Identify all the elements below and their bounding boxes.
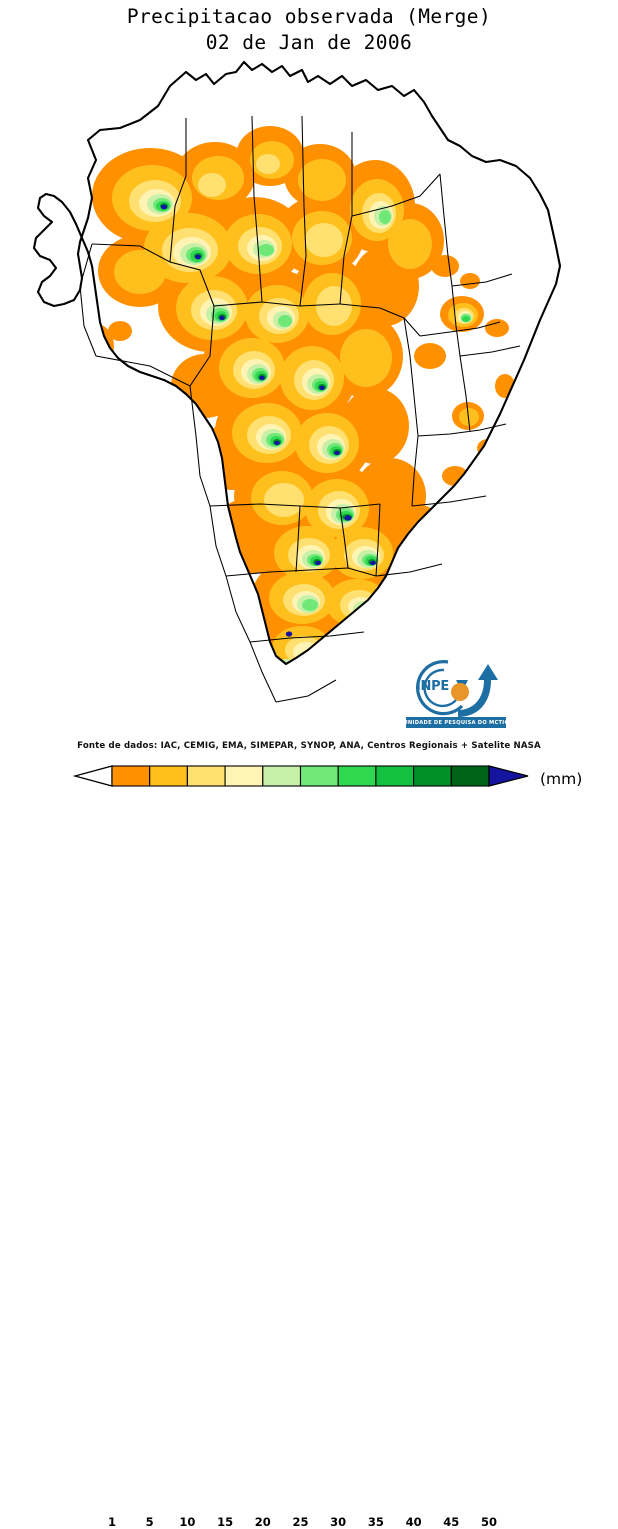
- colorbar-bin-20-25: [262, 765, 302, 787]
- colorbar-bin-10-15: [186, 765, 226, 787]
- colorbar-tick-40: 40: [405, 1515, 422, 1529]
- colorbar-tick-45: 45: [443, 1515, 460, 1529]
- colorbar-bin-45-50: [450, 765, 490, 787]
- colorbar-bin-25-30: [299, 765, 339, 787]
- rain-band-above-50: [160, 204, 376, 637]
- units-label: (mm): [540, 770, 583, 788]
- colorbar-bin-15-20: [224, 765, 264, 787]
- colorbar: [0, 760, 618, 800]
- colorbar-tick-35: 35: [367, 1515, 384, 1529]
- footer: Fonte de dados: IAC, CEMIG, EMA, SIMEPAR…: [0, 736, 618, 1529]
- map-svg: [32, 60, 562, 703]
- colorbar-bins: [111, 765, 490, 787]
- data-source-line: Fonte de dados: IAC, CEMIG, EMA, SIMEPAR…: [77, 741, 541, 751]
- colorbar-tick-5: 5: [145, 1515, 154, 1529]
- colorbar-bin-1-5: [111, 765, 151, 787]
- colorbar-tick-50: 50: [480, 1515, 498, 1529]
- colorbar-tick-30: 30: [330, 1515, 347, 1529]
- colorbar-bin-5-10: [149, 765, 188, 787]
- state-borders: [79, 115, 521, 703]
- colorbar-tick-1: 1: [107, 1515, 117, 1529]
- inpe-wordmark: INPE: [416, 679, 449, 694]
- colorbar-bin-30-35: [337, 765, 377, 787]
- rainfall-field: [34, 62, 560, 664]
- colorbar-tick-15: 15: [217, 1515, 234, 1529]
- colorbar-tick-25: 25: [292, 1515, 309, 1529]
- title-line-2: 02 de Jan de 2006: [205, 30, 413, 54]
- title-line-1: Precipitacao observada (Merge): [126, 5, 492, 28]
- inpe-banner: UNIDADE DE PESQUISA DO MCTIC: [403, 717, 508, 728]
- colorbar-bin-35-40: [375, 765, 415, 787]
- page-title: Precipitacao observada (Merge) 02 de Jan…: [0, 4, 618, 55]
- colorbar-below-min-arrow: [72, 765, 113, 787]
- colorbar-tick-10: 10: [179, 1515, 196, 1529]
- inpe-logo-mark: [416, 660, 498, 717]
- colorbar-svg: [72, 765, 529, 787]
- brazil-outline: [32, 60, 562, 666]
- colorbar-above-max-arrow: [488, 765, 529, 787]
- colorbar-tick-20: 20: [254, 1515, 271, 1529]
- precipitation-map: [0, 56, 618, 728]
- inpe-logo: INPE UNIDADE DE PESQUISA DO MCTIC: [398, 650, 514, 728]
- colorbar-bin-40-45: [413, 765, 452, 787]
